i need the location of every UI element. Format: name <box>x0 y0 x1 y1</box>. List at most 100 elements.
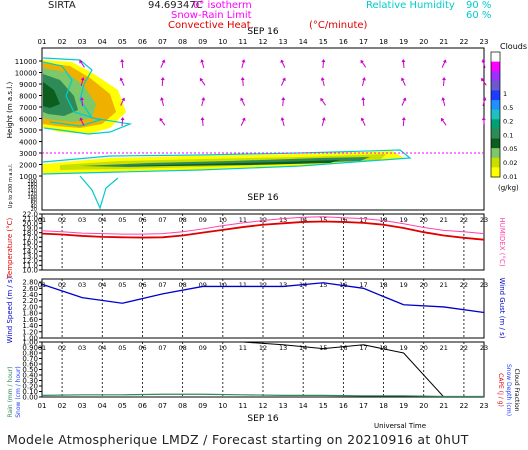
convective-legend: Convective Heat. <box>168 20 254 31</box>
rain-line <box>41 393 484 398</box>
rain-axis-label: Rain (mm / hour) <box>7 366 14 417</box>
wind-arrow-head <box>400 77 405 82</box>
top-x-tick: 06 <box>138 38 147 46</box>
wind-arrow <box>80 97 84 107</box>
y-tick-label: 0.00 <box>22 394 38 402</box>
wind-arrow-head <box>200 117 205 121</box>
wind-arrow <box>240 77 245 87</box>
wind-arrow <box>280 59 286 68</box>
y-tick-label: 0.60 <box>22 361 38 369</box>
wind-arrow-head <box>481 59 486 63</box>
wind-arrow <box>442 77 446 87</box>
panel-x-tick: 13 <box>279 344 287 352</box>
wind-arrow <box>160 77 165 87</box>
y-tick-label: 19.0 <box>22 225 38 233</box>
rh-value-90: 90 % <box>466 0 492 11</box>
panel-x-tick: 13 <box>279 216 287 224</box>
top-x-tick: 14 <box>299 38 308 46</box>
top-x-tick: 05 <box>118 38 127 46</box>
wind-speed-line <box>41 282 485 314</box>
panel-x-tick: 18 <box>379 344 387 352</box>
panel-x-tick: 23 <box>480 281 488 289</box>
panel-x-tick: 07 <box>158 216 166 224</box>
panel-x-tick: 06 <box>138 281 146 289</box>
footer-caption: Modele Atmospherique LMDZ / Forecast sta… <box>7 432 469 447</box>
colorbar-title: Clouds <box>500 42 527 51</box>
wind-arrow-head <box>442 59 447 64</box>
isotherm-legend: 0° isotherm <box>193 0 252 11</box>
snow-depth-axis-label: Snow Depth (cm) <box>505 364 512 416</box>
panel-x-tick: 21 <box>440 281 448 289</box>
colorbar-swatch <box>491 109 500 120</box>
panel-x-tick: 09 <box>199 281 207 289</box>
y-tick-label: 0.10 <box>22 388 38 396</box>
panel-x-tick: 12 <box>259 216 267 224</box>
colorbar-swatch <box>491 167 500 178</box>
panel-x-tick: 03 <box>78 344 86 352</box>
top-x-tick: 20 <box>419 38 428 46</box>
panel-x-tick: 04 <box>98 344 106 352</box>
colorbar-tick-label: 0.05 <box>503 145 517 153</box>
wind-arrow <box>240 117 246 126</box>
y-tick-label: 1.40 <box>22 322 38 330</box>
panel-x-tick: 14 <box>299 216 307 224</box>
top-x-tick: 15 <box>319 38 328 46</box>
y-tick-label: 2.60 <box>22 285 38 293</box>
snow-limit-legend: Snow-Rain Limit <box>171 10 252 21</box>
wind-arrow <box>200 117 205 127</box>
panel-x-tick: 19 <box>399 344 407 352</box>
wind-arrow <box>481 77 487 86</box>
wind-arrow-head <box>160 97 164 101</box>
wind-arrow <box>482 97 487 106</box>
bottom-x-tick: 01 <box>38 402 47 410</box>
top-x-tick: 23 <box>480 38 489 46</box>
y-tick-label: 22.0 <box>22 211 38 219</box>
colorbar-tick-label: 0.2 <box>503 118 513 126</box>
wind-arrow <box>120 97 126 106</box>
colorbar-swatch <box>491 71 500 82</box>
wind-arrow-head <box>362 77 366 81</box>
wind-arrow-head <box>201 97 206 101</box>
rh-value-60: 60 % <box>466 10 492 21</box>
top-x-tick: 08 <box>178 38 187 46</box>
panel-x-tick: 17 <box>359 281 367 289</box>
wind-arrow-head <box>280 59 285 64</box>
y-tick-label: 1.80 <box>22 310 38 318</box>
wind-arrow-head <box>121 97 126 102</box>
humidex-line <box>41 216 485 235</box>
wind-arrow-head <box>120 117 125 121</box>
wind-arrow <box>481 117 486 127</box>
y-tick-label: 12.0 <box>22 257 38 265</box>
panel-x-tick: 06 <box>138 216 146 224</box>
snow-axis-label: Snow (cm / hour) <box>15 366 22 418</box>
low-height-tick-label: 20 <box>31 207 37 213</box>
wind-arrow-head <box>440 117 445 122</box>
station-name: SIRTA <box>48 0 76 11</box>
wind-arrow-head <box>80 77 85 81</box>
upper-cloud-layer <box>43 82 60 108</box>
y-tick-label: 13.0 <box>22 253 38 261</box>
panel-x-tick: 10 <box>219 216 227 224</box>
panel-x-tick: 10 <box>219 281 227 289</box>
y-tick-label: 14.0 <box>22 248 38 256</box>
wind-arrow-head <box>282 77 286 82</box>
temperature-line <box>41 220 485 241</box>
temperature-axis-label: Temperature (°C) <box>6 218 14 280</box>
panel-x-tick: 01 <box>38 216 46 224</box>
bottom-x-tick: 17 <box>359 402 368 410</box>
wind-arrow <box>199 77 206 86</box>
wind-arrow <box>159 117 166 126</box>
panel-x-tick: 13 <box>279 281 287 289</box>
panel-x-tick: 23 <box>480 344 488 352</box>
wind-arrow <box>160 59 166 68</box>
wind-arrow <box>401 97 407 106</box>
bottom-x-tick: 10 <box>218 402 227 410</box>
panel-x-tick: 05 <box>118 281 126 289</box>
top-x-tick: 16 <box>339 38 348 46</box>
top-x-tick: 03 <box>78 38 87 46</box>
wind-arrow <box>360 117 366 126</box>
bottom-x-tick: 16 <box>339 402 348 410</box>
cape-axis-label: CAPE (J / g) <box>497 373 504 407</box>
wind-arrow-head <box>120 59 125 63</box>
y-tick-label: 0.20 <box>22 383 38 391</box>
